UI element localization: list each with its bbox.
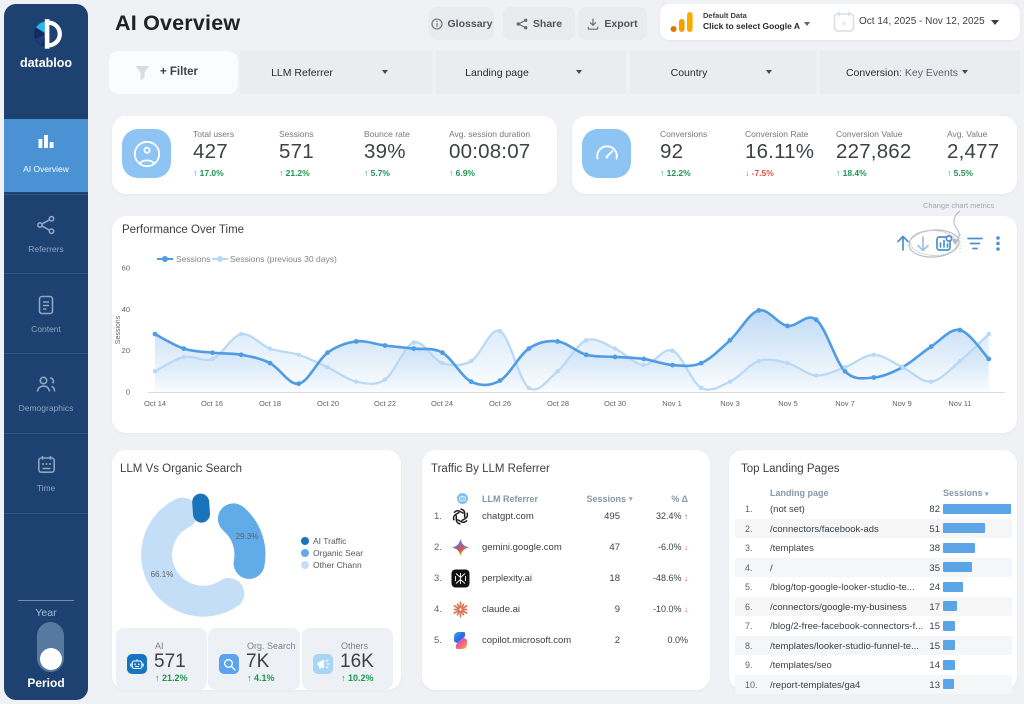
svg-text:Oct 14: Oct 14 xyxy=(144,399,166,408)
svg-text:40: 40 xyxy=(122,305,130,314)
svg-text:20: 20 xyxy=(122,346,130,355)
svg-text:Sessions (previous 30 days): Sessions (previous 30 days) xyxy=(230,254,337,264)
svg-text:Nov 9: Nov 9 xyxy=(892,399,912,408)
svg-text:Oct 18: Oct 18 xyxy=(259,399,281,408)
svg-text:60: 60 xyxy=(122,264,130,273)
svg-text:Nov 11: Nov 11 xyxy=(948,399,971,408)
svg-text:Nov 5: Nov 5 xyxy=(778,399,798,408)
svg-text:Oct 28: Oct 28 xyxy=(547,399,569,408)
svg-text:29.3%: 29.3% xyxy=(236,532,259,541)
svg-text:Nov 7: Nov 7 xyxy=(835,399,855,408)
svg-text:Oct 20: Oct 20 xyxy=(317,399,339,408)
svg-text:Oct 16: Oct 16 xyxy=(201,399,223,408)
svg-text:Oct 24: Oct 24 xyxy=(431,399,453,408)
svg-text:0: 0 xyxy=(126,388,130,397)
svg-text:Oct 22: Oct 22 xyxy=(374,399,396,408)
svg-text:Nov 1: Nov 1 xyxy=(662,399,682,408)
svg-text:Nov 3: Nov 3 xyxy=(720,399,740,408)
svg-text:66.1%: 66.1% xyxy=(151,570,174,579)
svg-text:Sessions: Sessions xyxy=(115,315,122,344)
svg-text:Oct 30: Oct 30 xyxy=(604,399,626,408)
svg-text:Oct 26: Oct 26 xyxy=(489,399,511,408)
svg-text:Sessions: Sessions xyxy=(176,254,211,264)
